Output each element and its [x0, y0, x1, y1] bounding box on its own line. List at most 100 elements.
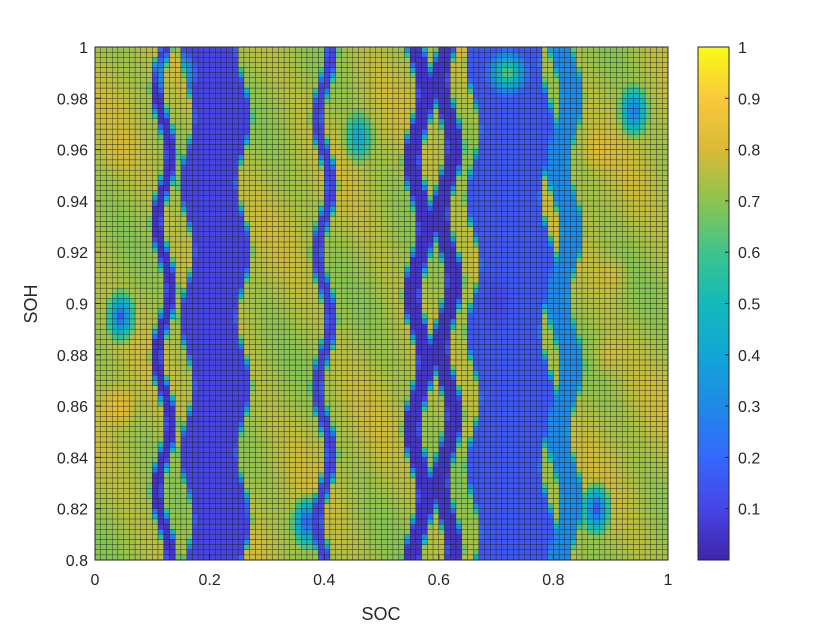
- heatmap-cell: [175, 534, 182, 540]
- heatmap-cell: [123, 457, 130, 463]
- heatmap-cell: [404, 370, 411, 376]
- heatmap-cell: [220, 508, 227, 515]
- heatmap-cell: [581, 354, 588, 361]
- heatmap-cell: [129, 308, 136, 314]
- heatmap-cell: [129, 452, 136, 458]
- heatmap-cell: [295, 549, 302, 556]
- heatmap-cell: [518, 370, 525, 376]
- heatmap-cell: [203, 349, 210, 355]
- heatmap-cell: [283, 334, 290, 340]
- heatmap-cell: [169, 375, 176, 381]
- heatmap-cell: [220, 472, 227, 479]
- heatmap-cell: [644, 508, 651, 515]
- heatmap-cell: [369, 518, 376, 525]
- heatmap-cell: [587, 431, 594, 438]
- heatmap-cell: [507, 395, 514, 402]
- heatmap-cell: [621, 488, 629, 494]
- heatmap-cell: [266, 349, 273, 355]
- heatmap-cell: [112, 426, 119, 432]
- heatmap-cell: [364, 416, 371, 422]
- heatmap-cell: [461, 349, 468, 355]
- heatmap-cell: [163, 395, 170, 402]
- heatmap-cell: [186, 503, 193, 509]
- heatmap-cell: [381, 446, 388, 453]
- heatmap-cell: [473, 364, 480, 371]
- heatmap-cell: [501, 462, 508, 468]
- heatmap-cell: [163, 452, 170, 458]
- heatmap-cell: [123, 395, 130, 402]
- heatmap-cell: [289, 354, 296, 361]
- heatmap-cell: [484, 441, 491, 448]
- heatmap-cell: [100, 375, 107, 381]
- heatmap-cell: [94, 488, 101, 494]
- heatmap-cell: [364, 523, 371, 530]
- heatmap-cell: [530, 462, 537, 468]
- heatmap-cell: [392, 477, 399, 484]
- heatmap-cell: [215, 400, 222, 407]
- heatmap-cell: [375, 493, 382, 499]
- heatmap-cell: [558, 518, 566, 525]
- heatmap-cell: [312, 539, 319, 545]
- heatmap-cell: [220, 334, 227, 340]
- heatmap-cell: [272, 534, 279, 540]
- heatmap-cell: [364, 395, 371, 402]
- heatmap-cell: [197, 539, 205, 545]
- heatmap-cell: [203, 395, 210, 402]
- heatmap-cell: [621, 344, 629, 350]
- heatmap-cell: [553, 364, 560, 371]
- heatmap-cell: [312, 354, 319, 361]
- heatmap-cell: [599, 323, 606, 330]
- heatmap-cell: [650, 482, 657, 489]
- heatmap-cell: [576, 375, 583, 381]
- heatmap-cell: [278, 349, 285, 355]
- heatmap-cell: [192, 493, 199, 499]
- heatmap-cell: [146, 503, 153, 509]
- heatmap-cell: [621, 467, 629, 473]
- heatmap-cell: [513, 370, 520, 376]
- heatmap-cell: [324, 349, 331, 355]
- heatmap-cell: [610, 452, 617, 458]
- heatmap-cell: [461, 482, 468, 489]
- heatmap-cell: [129, 328, 136, 335]
- heatmap-cell: [593, 359, 600, 366]
- heatmap-cell: [599, 503, 606, 509]
- heatmap-cell: [387, 488, 394, 494]
- heatmap-cell: [536, 493, 543, 499]
- heatmap-cell: [260, 482, 268, 489]
- heatmap-cell: [260, 549, 268, 556]
- heatmap-cell: [610, 441, 617, 448]
- heatmap-cell: [312, 518, 319, 525]
- heatmap-cell: [192, 416, 199, 422]
- heatmap-cell: [341, 339, 348, 345]
- heatmap-cell: [387, 446, 394, 453]
- heatmap-cell: [553, 462, 560, 468]
- heatmap-cell: [255, 313, 262, 320]
- heatmap-cell: [461, 467, 468, 473]
- heatmap-cell: [484, 446, 491, 453]
- heatmap-cell: [129, 539, 136, 545]
- heatmap-cell: [398, 349, 405, 355]
- heatmap-cell: [335, 544, 342, 550]
- heatmap-cell: [587, 390, 594, 397]
- heatmap-cell: [100, 446, 107, 453]
- heatmap-cell: [501, 313, 508, 320]
- heatmap-cell: [146, 375, 153, 381]
- heatmap-cell: [444, 436, 451, 443]
- heatmap-cell: [134, 462, 142, 468]
- heatmap-cell: [392, 349, 399, 355]
- heatmap-cell: [129, 416, 136, 422]
- heatmap-cell: [387, 529, 394, 535]
- heatmap-cell: [134, 508, 142, 515]
- heatmap-cell: [306, 452, 313, 458]
- heatmap-cell: [621, 498, 629, 504]
- heatmap-cell: [335, 359, 342, 366]
- heatmap-cell: [295, 488, 302, 494]
- heatmap-cell: [375, 503, 382, 509]
- heatmap-cell: [324, 364, 331, 371]
- heatmap-cell: [203, 380, 210, 386]
- heatmap-cell: [484, 395, 491, 402]
- heatmap-cell: [553, 467, 560, 473]
- heatmap-cell: [341, 457, 348, 463]
- heatmap-cell: [203, 405, 210, 412]
- heatmap-cell: [616, 482, 623, 489]
